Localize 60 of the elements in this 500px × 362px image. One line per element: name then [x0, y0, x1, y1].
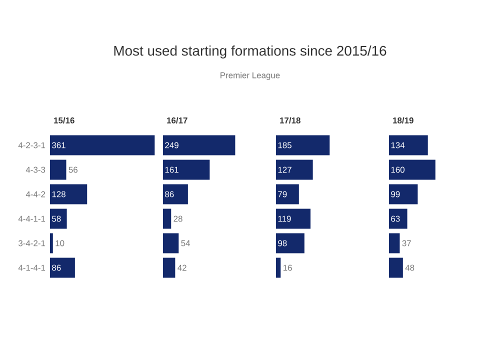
data-label: 42: [178, 264, 186, 271]
data-label: 56: [68, 166, 78, 173]
data-label: 119: [278, 216, 291, 222]
data-label: 48: [405, 264, 414, 271]
data-label: 79: [278, 191, 287, 198]
bar: [389, 233, 400, 254]
bar: [163, 233, 179, 254]
data-label: 160: [391, 166, 404, 173]
data-label: 128: [52, 191, 66, 198]
bar: [389, 135, 428, 156]
bar: [389, 258, 403, 278]
bar: [389, 208, 408, 229]
bar: [50, 233, 53, 254]
data-label: 361: [52, 142, 66, 148]
data-label: 54: [181, 240, 190, 246]
data-label: 99: [391, 191, 400, 198]
bar: [276, 233, 304, 254]
y-tick-label: 4-4-2: [26, 191, 46, 198]
bar: [163, 160, 210, 180]
data-label: 249: [165, 142, 178, 148]
y-tick-label: 4-4-1-1: [18, 216, 46, 222]
data-label: 10: [56, 240, 64, 246]
bar: [389, 160, 436, 180]
data-label: 86: [165, 191, 174, 198]
bar: [50, 184, 88, 204]
bar: [50, 135, 155, 156]
chart-title: 16/17: [167, 117, 188, 124]
chart-title: 18/19: [393, 117, 414, 124]
bar: [276, 208, 311, 229]
data-label: 127: [278, 166, 292, 173]
bar: [50, 208, 67, 229]
data-label: 16: [283, 264, 292, 271]
data-label: 98: [278, 240, 287, 246]
data-label: 185: [278, 142, 292, 148]
bar: [276, 184, 299, 204]
data-label: 134: [391, 142, 405, 148]
data-label: 28: [174, 216, 182, 222]
chart-title: 15/16: [54, 117, 74, 124]
y-tick-label: 4-1-4-1: [18, 264, 46, 271]
data-label: 161: [165, 166, 178, 173]
bar: [276, 135, 330, 156]
bar: [50, 258, 75, 278]
text: Most used starting formations since 2015/16: [114, 45, 386, 58]
text: Premier League: [220, 72, 280, 80]
bar: [163, 208, 172, 229]
chart-title: 17/18: [280, 117, 300, 124]
y-tick-label: 3-4-2-1: [18, 240, 46, 246]
data-label: 86: [52, 264, 61, 271]
data-label: 63: [391, 216, 400, 222]
bar: [163, 135, 236, 156]
data-label: 58: [52, 216, 61, 222]
y-tick-label: 4-2-3-1: [18, 142, 46, 148]
bar: [276, 258, 281, 278]
bar: [163, 258, 176, 278]
bar: [163, 184, 188, 204]
bar: [50, 160, 66, 180]
bar: [389, 184, 418, 204]
data-label: 37: [402, 240, 411, 246]
bar: [276, 160, 313, 180]
y-tick-label: 4-3-3: [26, 166, 46, 173]
